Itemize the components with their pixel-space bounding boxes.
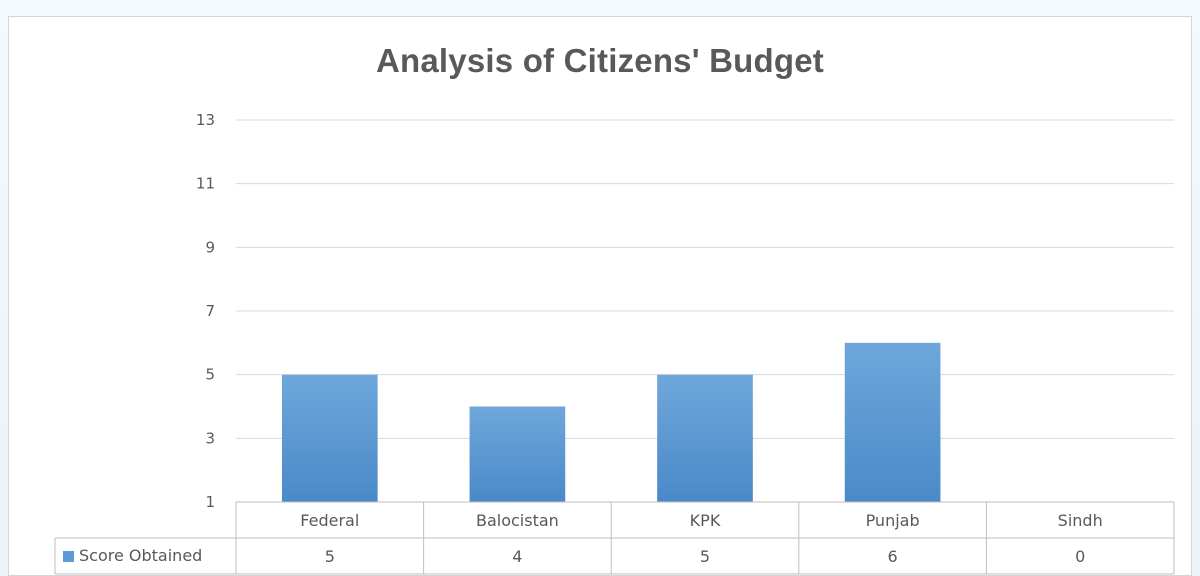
category-label: Federal	[300, 511, 359, 530]
category-label: Punjab	[866, 511, 920, 530]
bar-federal	[281, 374, 378, 502]
legend-label: Score Obtained	[79, 546, 202, 565]
y-tick-label: 11	[196, 175, 215, 193]
y-tick-label: 9	[205, 238, 215, 256]
chart-area	[8, 16, 1192, 576]
y-tick-label: 1	[205, 493, 215, 511]
data-table: Federal 5 Balocistan 4 KPK 5 Punjab 6 Sindh 0 Scor…	[54, 501, 1175, 575]
data-label: 0	[1075, 547, 1085, 566]
chart-title: Analysis of Citizens' Budget	[375, 42, 824, 79]
data-label: 5	[325, 547, 335, 566]
legend-key	[63, 551, 74, 562]
bar-balocistan	[469, 406, 566, 502]
y-tick-label: 13	[196, 111, 215, 129]
category-label: Sindh	[1058, 511, 1103, 530]
bar-kpk	[657, 374, 753, 502]
category-label: KPK	[690, 511, 721, 530]
bars	[281, 342, 941, 502]
y-tick-label: 7	[205, 302, 215, 320]
category-label: Balocistan	[476, 511, 559, 530]
y-tick-label: 3	[205, 429, 215, 447]
data-label: 4	[512, 547, 522, 566]
bar-punjab	[844, 342, 941, 502]
data-label: 6	[888, 547, 898, 566]
data-label: 5	[700, 547, 710, 566]
y-tick-label: 5	[205, 366, 215, 384]
